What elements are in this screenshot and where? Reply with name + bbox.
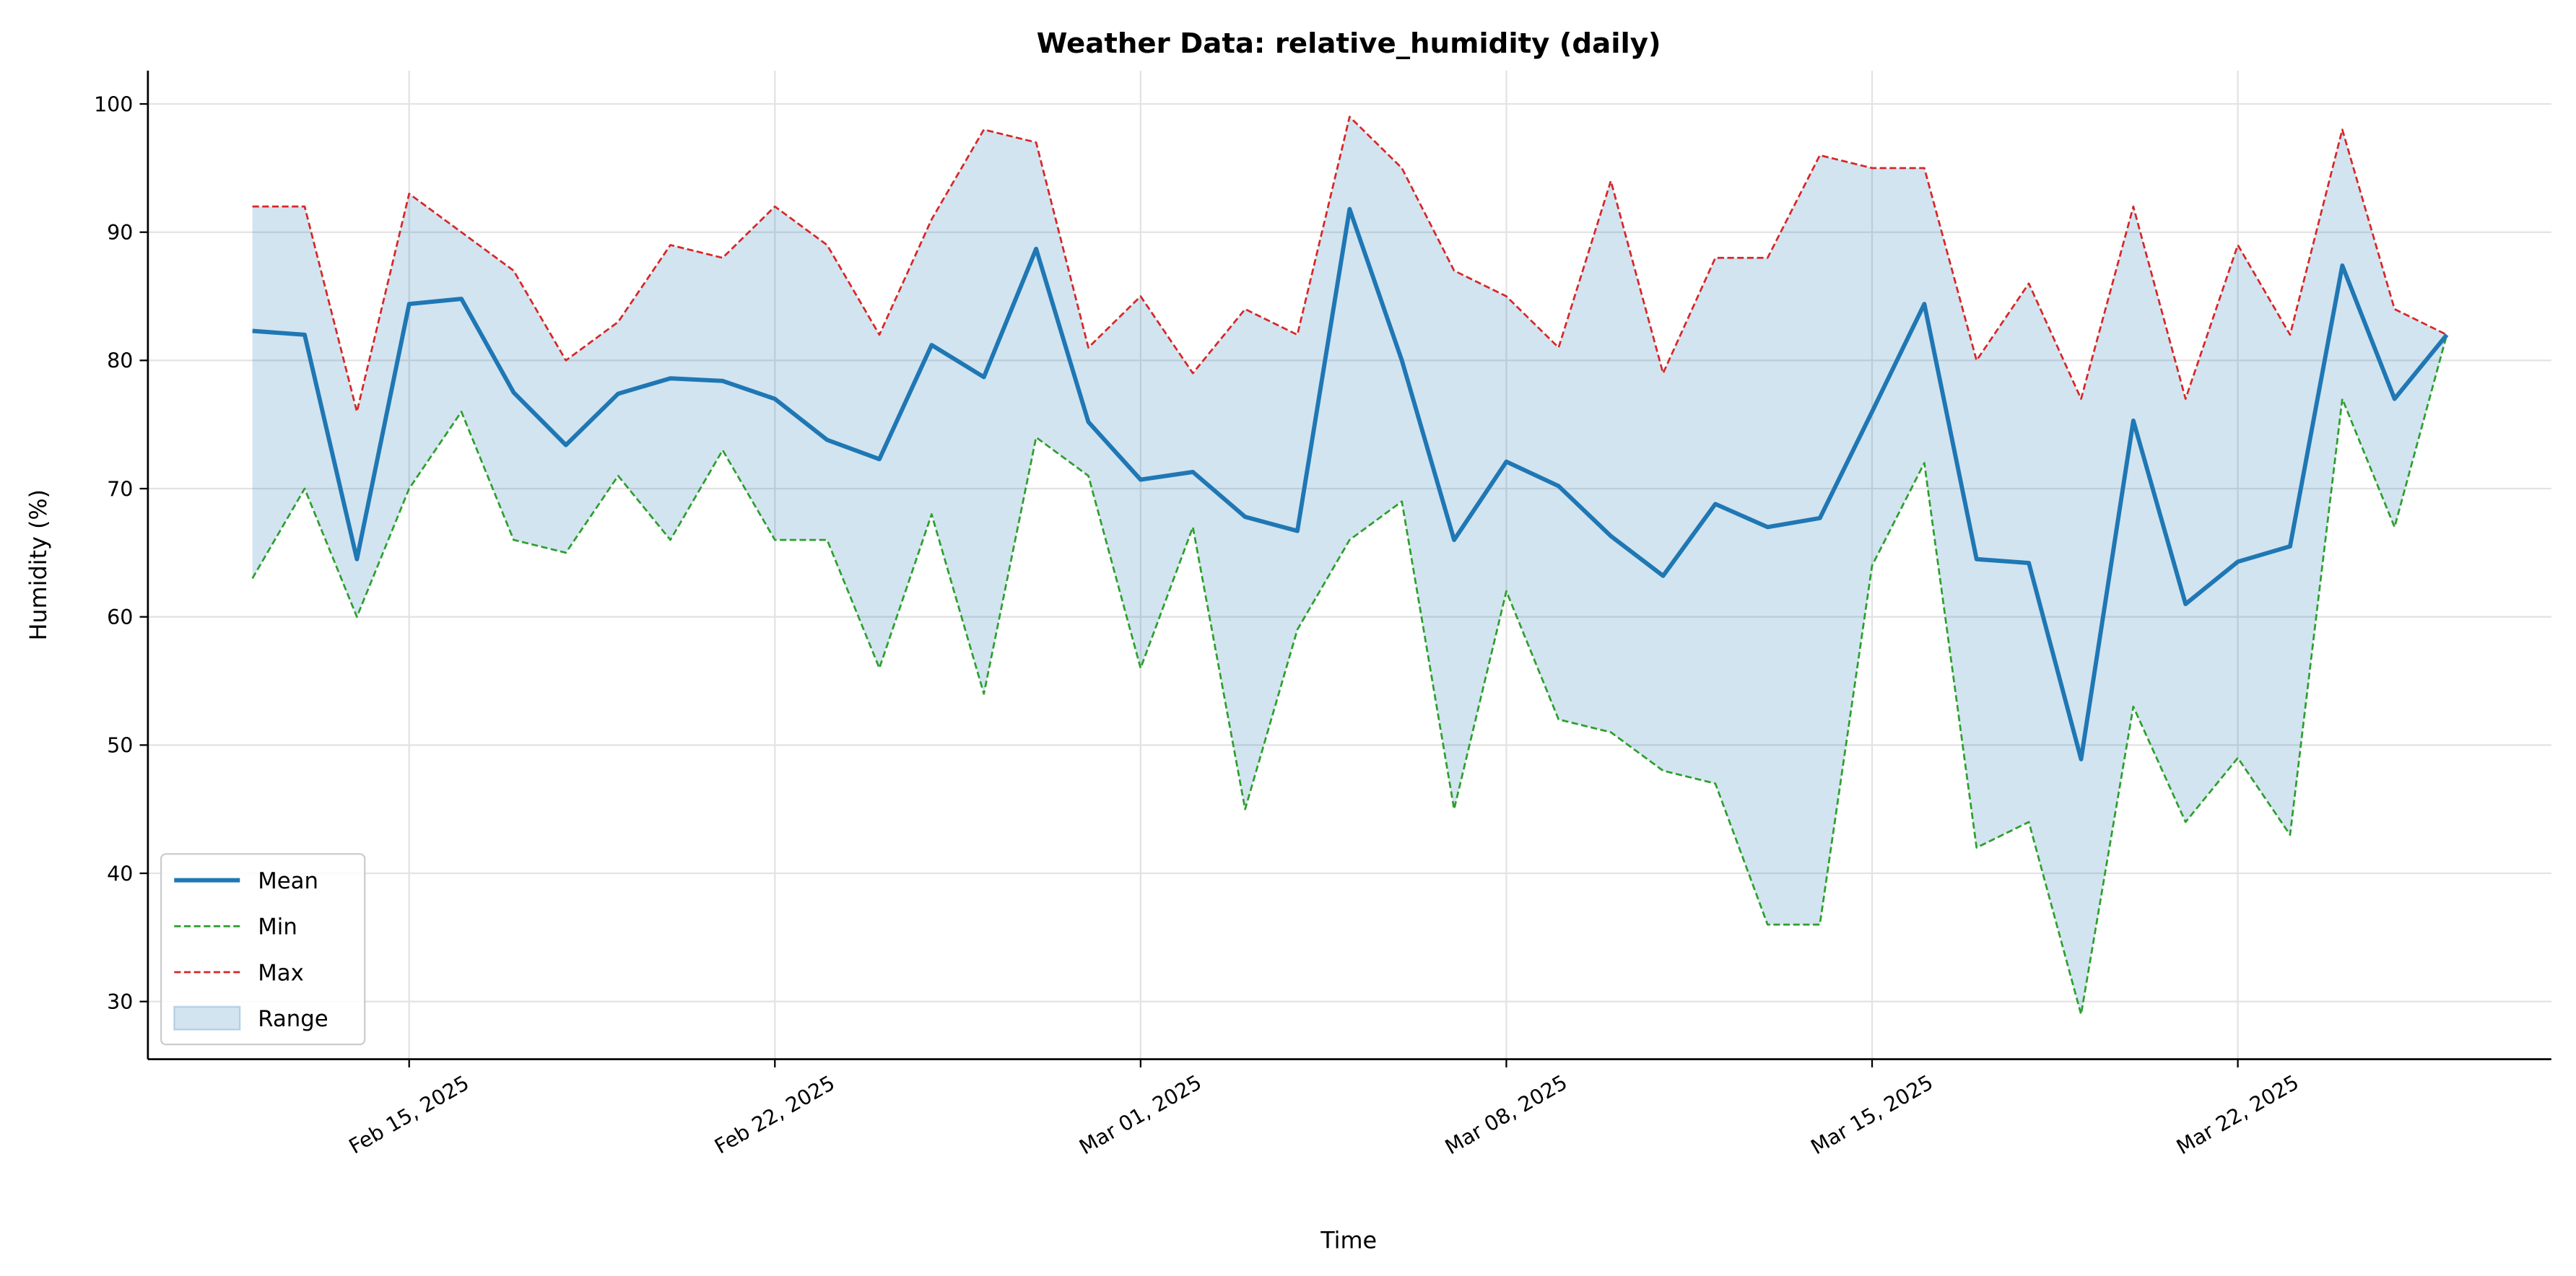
legend-label: Min <box>258 914 297 940</box>
x-tick-label: Mar 01, 2025 <box>1075 1070 1205 1159</box>
line-series <box>251 334 2448 1015</box>
y-tick-label: 100 <box>94 92 133 116</box>
x-tick-label: Feb 22, 2025 <box>710 1071 839 1159</box>
x-axis-label: Time <box>1320 1226 1377 1254</box>
legend-label: Range <box>258 1006 328 1032</box>
x-tick-label: Mar 08, 2025 <box>1441 1070 1571 1159</box>
legend: Mean Min Max Range <box>160 853 366 1046</box>
y-tick-label: 80 <box>107 349 133 373</box>
y-tick-label: 40 <box>107 862 133 886</box>
legend-label: Mean <box>258 868 318 894</box>
line-series <box>252 206 2449 761</box>
y-tick-label: 70 <box>107 477 133 501</box>
y-tick-label: 90 <box>107 221 133 245</box>
x-tick-label: Feb 15, 2025 <box>345 1071 474 1159</box>
legend-label: Max <box>258 960 303 986</box>
legend-box <box>160 853 366 1046</box>
x-tick-label: Mar 22, 2025 <box>2172 1070 2302 1159</box>
x-tick-label: Mar 15, 2025 <box>1807 1070 1937 1159</box>
y-tick-label: 30 <box>107 990 133 1014</box>
legend-swatch <box>173 1005 241 1031</box>
y-tick-label: 50 <box>107 734 133 758</box>
range-area <box>252 116 2447 1015</box>
y-tick-label: 60 <box>107 606 133 629</box>
chart-title: Weather Data: relative_humidity (daily) <box>1037 27 1661 60</box>
line-series <box>252 115 2447 413</box>
y-axis-label: Humidity (%) <box>25 489 52 641</box>
